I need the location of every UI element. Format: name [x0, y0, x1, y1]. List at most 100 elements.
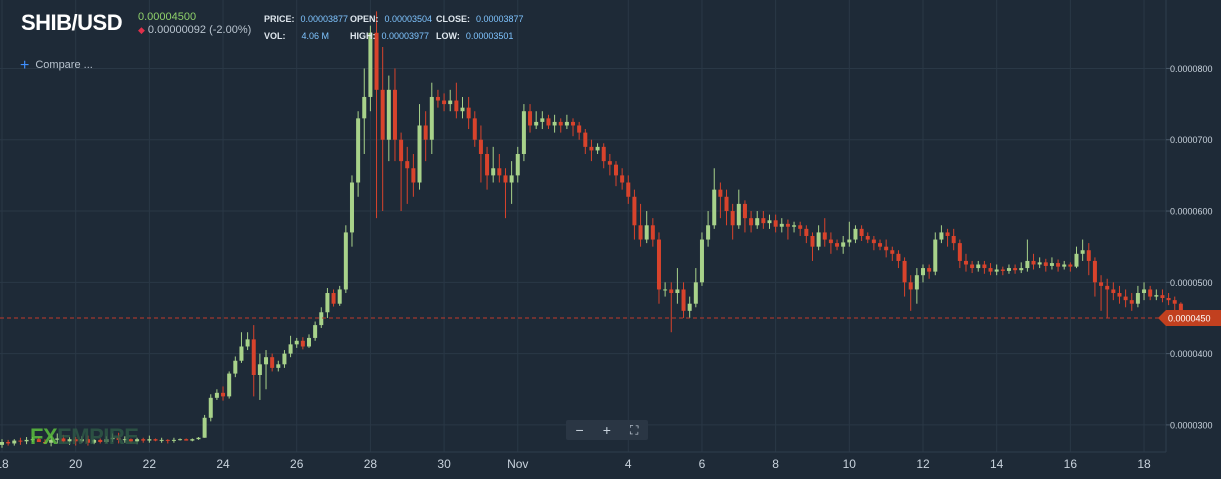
candle	[810, 232, 815, 261]
candle	[859, 225, 864, 241]
candle	[282, 350, 287, 368]
candle-body	[472, 118, 477, 140]
candle	[583, 129, 588, 154]
candle-body	[804, 228, 809, 236]
candle-body	[773, 220, 778, 227]
candle	[509, 161, 514, 204]
candle-body	[178, 439, 183, 441]
candle	[601, 143, 606, 169]
candle-body	[245, 339, 250, 347]
candle	[742, 200, 747, 233]
candle-body	[785, 223, 790, 227]
candle	[988, 263, 993, 276]
candle-body	[558, 121, 563, 126]
candle	[1135, 285, 1140, 308]
candle	[245, 332, 250, 351]
candle-body	[693, 282, 698, 304]
candle	[153, 438, 158, 442]
candle-body	[675, 289, 680, 294]
candle-body	[601, 146, 606, 162]
candle	[1031, 253, 1036, 270]
candle-body	[921, 268, 925, 276]
candle-body	[337, 289, 342, 304]
candle	[564, 114, 569, 130]
candle	[724, 189, 729, 226]
candle	[1111, 282, 1116, 301]
candle	[79, 436, 84, 443]
candle-body	[85, 439, 90, 443]
zoom-in-button[interactable]: +	[602, 422, 611, 438]
zoom-out-button[interactable]: −	[575, 422, 584, 438]
candle	[221, 386, 226, 401]
compare-button[interactable]: + Compare ...	[20, 55, 93, 74]
candle	[1160, 289, 1165, 303]
candle	[994, 264, 999, 276]
candle	[411, 153, 416, 197]
candle	[896, 250, 901, 269]
candle-body	[1123, 296, 1128, 301]
candle-body	[810, 235, 815, 247]
candle-body	[356, 118, 361, 183]
candle	[116, 432, 121, 444]
candle	[294, 337, 299, 348]
candle	[251, 325, 256, 397]
candle	[773, 214, 778, 233]
candle-body	[970, 264, 975, 269]
candle	[976, 260, 981, 272]
current-price-tag	[1158, 309, 1221, 326]
candle	[712, 168, 717, 229]
candle	[577, 121, 582, 140]
candle-body	[521, 111, 526, 154]
candle	[589, 139, 594, 162]
candle-body	[423, 125, 428, 140]
candle-body	[730, 211, 735, 226]
candle-body	[890, 250, 895, 254]
candle-body	[706, 225, 711, 240]
candle	[233, 356, 238, 378]
candle	[227, 371, 232, 399]
stat-price: PRICE: 0.00003877	[264, 14, 349, 24]
candle	[423, 111, 428, 162]
candle	[755, 211, 760, 229]
candle-body	[1172, 300, 1177, 304]
candle-body	[798, 225, 803, 229]
current-price-label: 0.0000450	[1168, 313, 1211, 323]
candle-body	[380, 89, 385, 140]
candle	[1142, 282, 1147, 301]
candle-body	[1000, 269, 1005, 271]
candle	[614, 161, 618, 187]
candle	[884, 239, 889, 258]
candle	[0, 439, 4, 448]
fullscreen-icon[interactable]: ⛶	[630, 423, 639, 437]
candle	[362, 68, 367, 154]
candle-body	[988, 268, 993, 272]
candle-body	[638, 225, 643, 240]
candle-body	[822, 232, 827, 240]
candle-body	[239, 346, 244, 361]
fxempire-watermark: FXEMPIRE	[30, 424, 139, 449]
candle-body	[122, 439, 127, 441]
candle	[656, 232, 661, 304]
candle	[571, 118, 576, 137]
x-tick-label: 20	[69, 457, 83, 471]
candle-body	[927, 268, 932, 272]
y-tick-label: 0.0000500	[1170, 278, 1213, 288]
candle	[908, 275, 913, 311]
candle	[300, 337, 305, 350]
candle	[356, 111, 361, 197]
candle	[159, 437, 164, 443]
candle	[558, 118, 563, 133]
candle	[36, 437, 41, 443]
candle	[478, 125, 483, 183]
candle	[779, 218, 784, 233]
candle	[497, 153, 502, 183]
candle-body	[221, 392, 226, 397]
candle	[847, 221, 852, 247]
candle-body	[368, 32, 373, 97]
candle-body	[681, 289, 686, 311]
candle	[1105, 278, 1110, 318]
candle-body	[1099, 282, 1104, 286]
candle-body	[1092, 260, 1097, 283]
candle	[331, 289, 336, 307]
